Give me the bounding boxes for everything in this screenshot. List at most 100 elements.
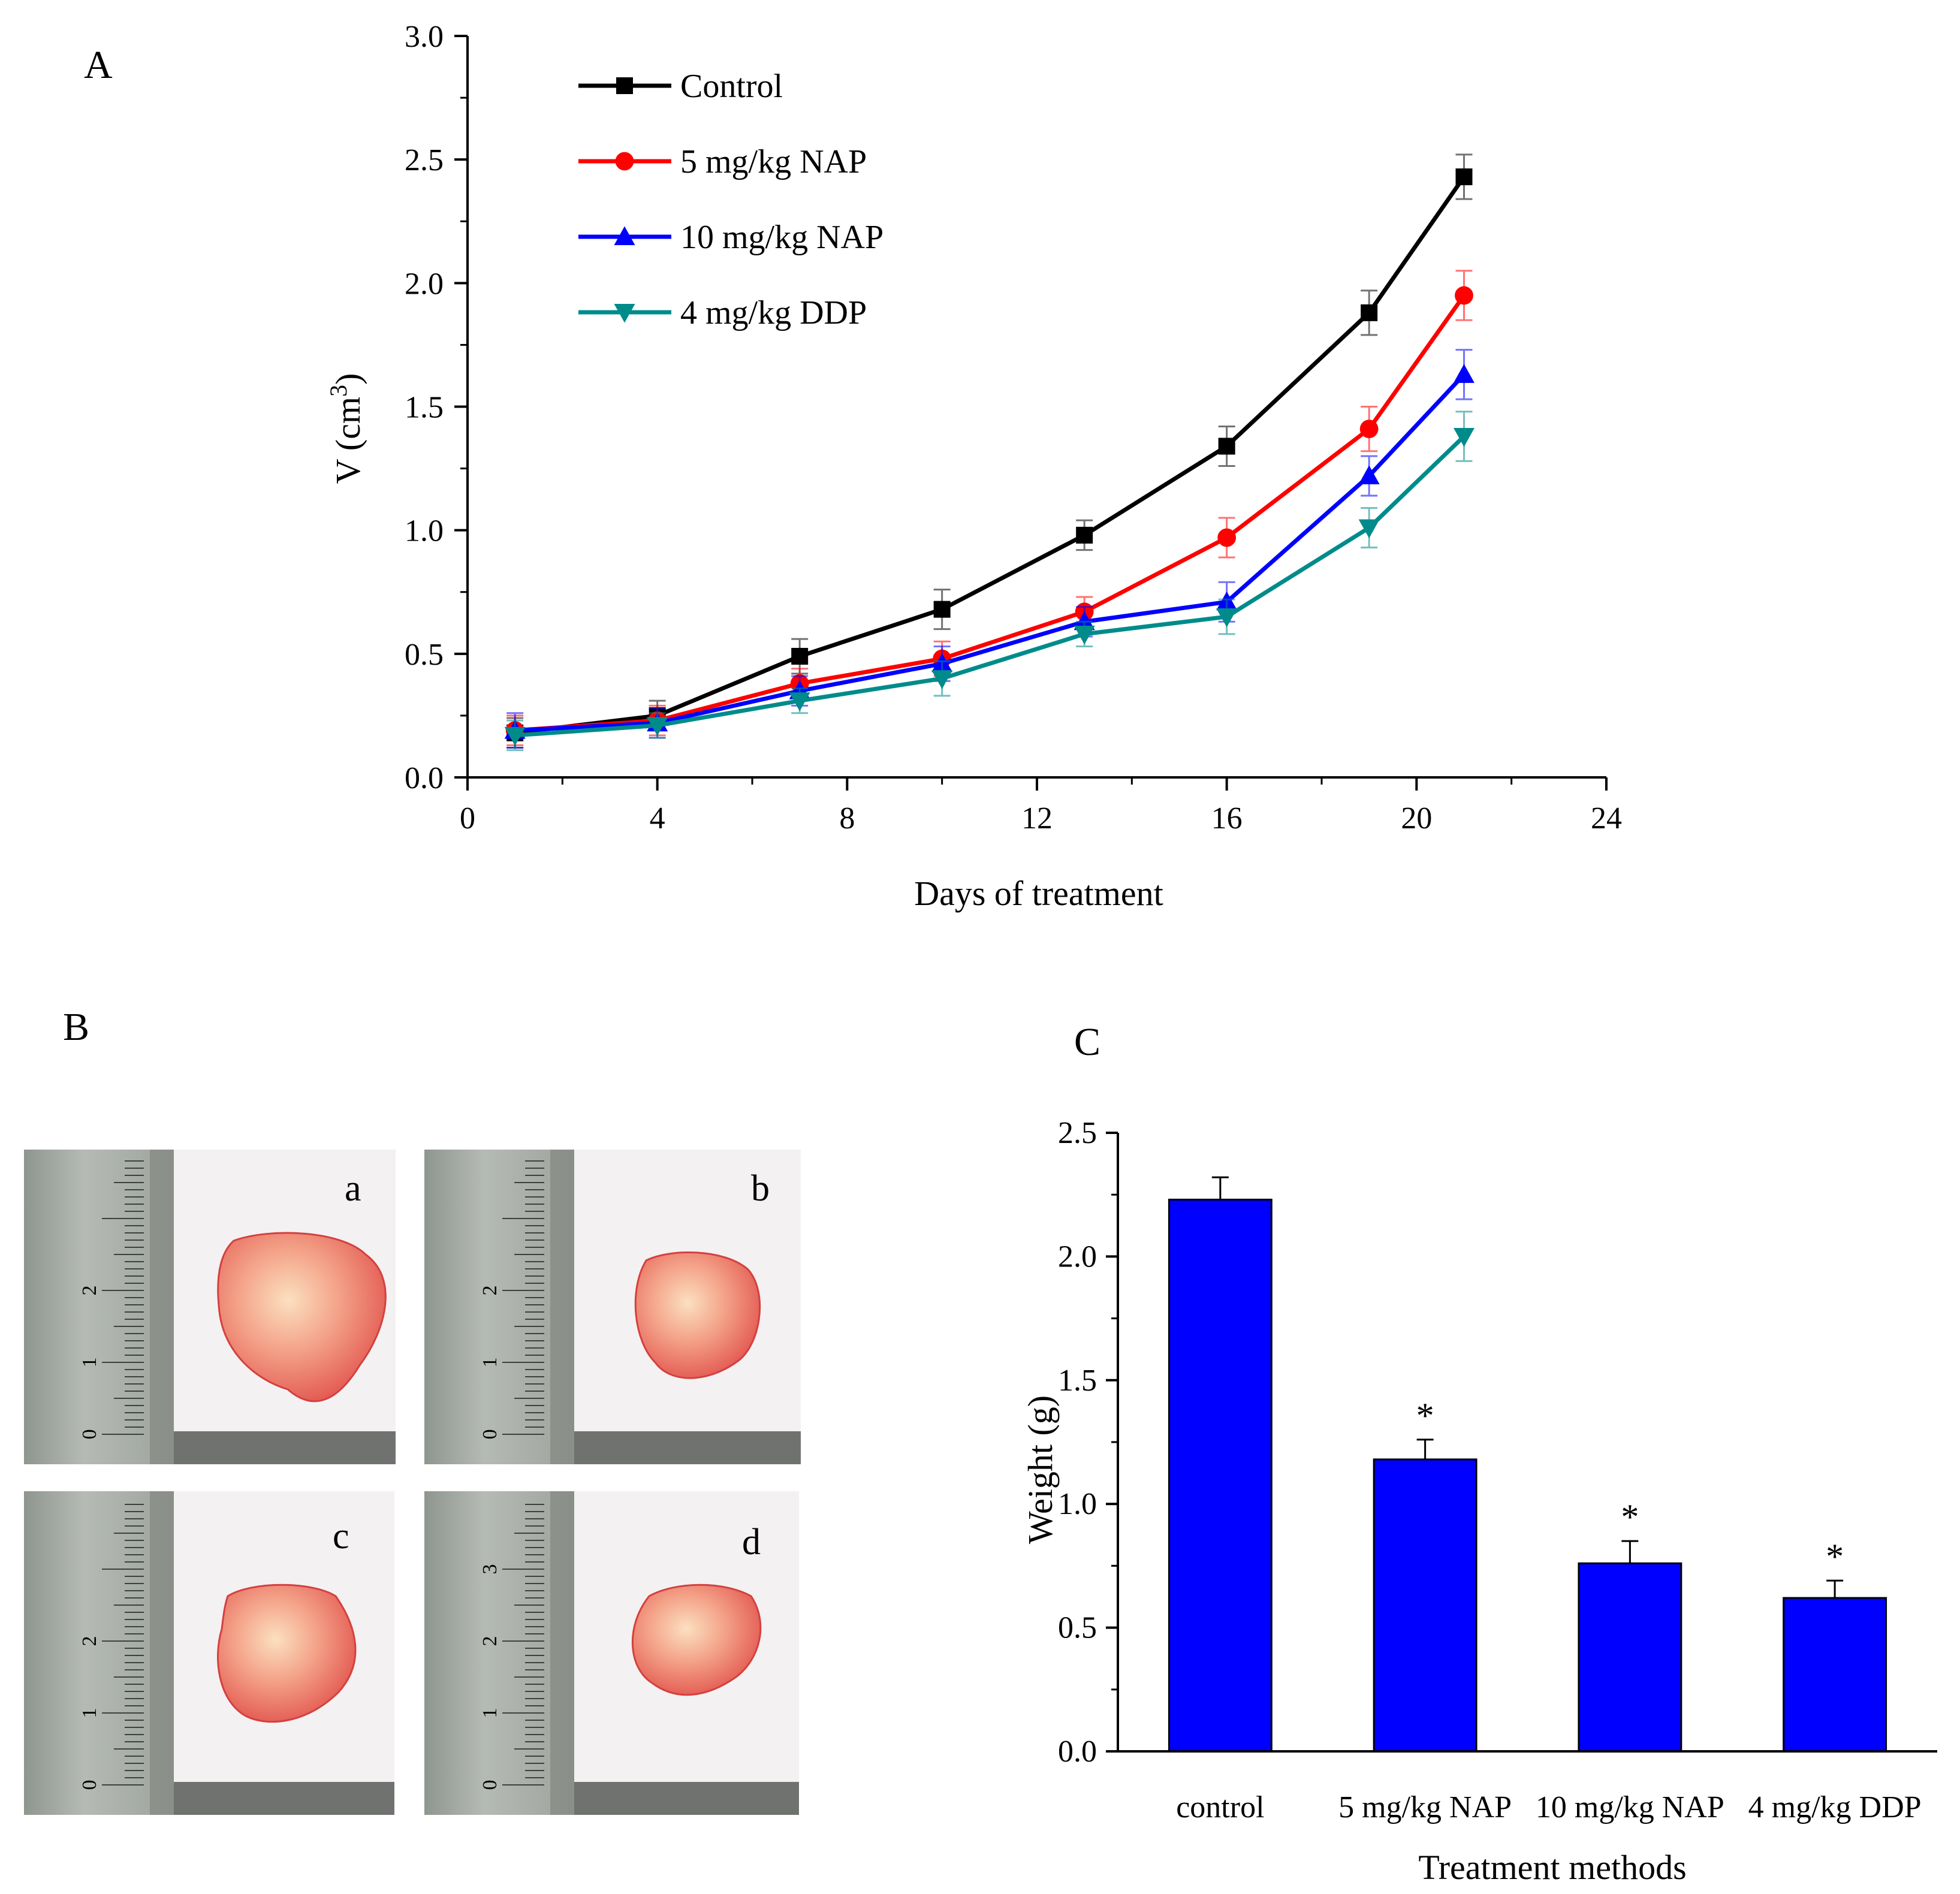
data-point bbox=[791, 647, 809, 665]
chart-a-x-tick-label: 16 bbox=[1211, 801, 1243, 836]
data-point bbox=[789, 692, 810, 711]
data-point bbox=[1361, 304, 1378, 321]
ruler-label: 2 bbox=[479, 1286, 501, 1296]
category-label: 4 mg/kg DDP bbox=[1748, 1790, 1922, 1824]
photo-bottom-shadow bbox=[574, 1782, 799, 1815]
ruler-body bbox=[424, 1491, 574, 1815]
series-5-mg-kg-nap bbox=[505, 270, 1473, 746]
chart-c-y-tick-label: 2.5 bbox=[1058, 1116, 1097, 1150]
tumor-mass bbox=[216, 1584, 357, 1723]
chart-a-x-tick-label: 0 bbox=[460, 801, 475, 836]
bar-rect bbox=[1168, 1198, 1273, 1753]
chart-c-ticks: 0.0 0.5 1.0 1.5 2.0 2.5 bbox=[1058, 1116, 1118, 1769]
legend-label: 5 mg/kg NAP bbox=[680, 143, 867, 180]
ruler-label: 2 bbox=[479, 1636, 501, 1646]
chart-a-y-tick-label: 0.0 bbox=[405, 761, 444, 795]
ruler-label: 2 bbox=[79, 1636, 101, 1646]
bar-rect bbox=[1578, 1562, 1682, 1753]
bar-rect bbox=[1373, 1458, 1477, 1753]
tumor-photos: 0 1 2 a 0 1 2 b 0 1 2 c 0 1 2 3 d bbox=[24, 1150, 801, 1815]
panel-a-label: A bbox=[84, 43, 113, 87]
data-point bbox=[1454, 427, 1474, 447]
legend-marker bbox=[614, 304, 635, 323]
chart-a-x-tick-label: 4 bbox=[650, 801, 665, 836]
data-point bbox=[1216, 608, 1238, 628]
ruler-label: 0 bbox=[79, 1429, 101, 1440]
data-point bbox=[931, 670, 953, 689]
data-point bbox=[1454, 364, 1474, 383]
photo-letter-d: d bbox=[742, 1522, 761, 1563]
ruler-label: 1 bbox=[79, 1708, 101, 1718]
series-control bbox=[506, 153, 1473, 749]
panel-c-label: C bbox=[1074, 1020, 1100, 1064]
ruler-label: 0 bbox=[479, 1780, 501, 1790]
category-label: control bbox=[1176, 1790, 1264, 1824]
ruler-label: 0 bbox=[479, 1429, 501, 1440]
ruler-label: 3 bbox=[479, 1564, 501, 1575]
ruler-edge bbox=[550, 1491, 574, 1815]
ruler-ticks bbox=[502, 1504, 544, 1786]
significance-star: * bbox=[1621, 1497, 1639, 1537]
data-point bbox=[1358, 465, 1380, 484]
tumor-photo-d: 0 1 2 3 d bbox=[424, 1491, 799, 1815]
data-point bbox=[647, 717, 668, 736]
ruler-ticks bbox=[102, 1160, 144, 1435]
ruler-label: 1 bbox=[479, 1708, 501, 1718]
ruler-edge bbox=[150, 1491, 174, 1815]
chart-c-y-axis-title: Weight (g) bbox=[1021, 1395, 1060, 1544]
photo-letter-c: c bbox=[333, 1516, 349, 1557]
panel-b-label: B bbox=[63, 1005, 89, 1049]
volume-line-chart: 0 4 8 12 16 20 24 0.0 0.5 1.0 1.5 2.0 2.5 3.0 Control… bbox=[325, 20, 1623, 913]
data-point bbox=[1076, 526, 1093, 544]
ruler-label: 0 bbox=[79, 1780, 101, 1790]
chart-a-ticks: 0 4 8 12 16 20 24 0.0 0.5 1.0 1.5 2.0 2.5 3.0 bbox=[405, 20, 1622, 836]
weight-bar-chart: control * 5 mg/kg NAP * 10 mg/kg NAP * 4 mg/kg… bbox=[1021, 1116, 1937, 1887]
ruler-body bbox=[424, 1150, 574, 1464]
chart-a-y-tick-label: 3.0 bbox=[405, 20, 444, 54]
chart-c-y-tick-label: 1.5 bbox=[1058, 1364, 1097, 1398]
chart-c-bars-layer: control * 5 mg/kg NAP * 10 mg/kg NAP * 4 mg/kg… bbox=[1168, 1176, 1922, 1824]
chart-a-series-layer bbox=[504, 153, 1474, 752]
data-point bbox=[1358, 519, 1380, 539]
chart-a-y-tick-label: 1.0 bbox=[405, 514, 444, 548]
legend-item: 10 mg/kg NAP bbox=[578, 219, 883, 256]
photo-bottom-shadow bbox=[574, 1431, 801, 1464]
tumor-photo-a: 0 1 2 a bbox=[24, 1150, 396, 1464]
series-line bbox=[514, 373, 1466, 733]
ruler-body bbox=[24, 1150, 174, 1464]
legend-marker bbox=[616, 77, 633, 94]
significance-star: * bbox=[1416, 1396, 1434, 1435]
chart-a-y-tick-label: 2.5 bbox=[405, 143, 444, 177]
ruler-ticks bbox=[102, 1504, 144, 1786]
legend-label: 4 mg/kg DDP bbox=[680, 294, 867, 331]
series-line bbox=[514, 435, 1466, 738]
series-line bbox=[514, 176, 1466, 735]
ruler-body bbox=[24, 1491, 174, 1815]
tumor-mass bbox=[632, 1584, 762, 1696]
legend-item: 5 mg/kg NAP bbox=[578, 143, 867, 180]
ruler-edge bbox=[150, 1150, 174, 1464]
category-label: 5 mg/kg NAP bbox=[1338, 1790, 1512, 1824]
legend-marker bbox=[615, 152, 634, 171]
chart-a-y-axis-title-end: ) bbox=[328, 373, 367, 385]
series-4-mg-kg-ddp bbox=[504, 411, 1474, 752]
chart-c-y-tick-label: 1.0 bbox=[1058, 1487, 1097, 1521]
bar-10-mg-kg-nap: * 10 mg/kg NAP bbox=[1536, 1497, 1724, 1824]
legend-marker bbox=[614, 226, 635, 245]
data-point bbox=[933, 601, 951, 618]
chart-c-y-tick-label: 0.5 bbox=[1058, 1611, 1097, 1645]
tumor-photo-b: 0 1 2 b bbox=[424, 1150, 801, 1464]
chart-a-x-tick-label: 12 bbox=[1021, 801, 1053, 836]
chart-a-y-axis-title-sup: 3 bbox=[325, 385, 352, 397]
legend-item: 4 mg/kg DDP bbox=[578, 294, 867, 331]
chart-a-x-tick-label: 8 bbox=[839, 801, 855, 836]
legend-item: Control bbox=[578, 68, 783, 105]
chart-a-y-tick-label: 2.0 bbox=[405, 267, 444, 301]
data-point bbox=[504, 726, 526, 746]
ruler-ticks bbox=[502, 1160, 544, 1435]
tumor-photo-c: 0 1 2 c bbox=[24, 1491, 394, 1815]
significance-star: * bbox=[1826, 1537, 1844, 1576]
photo-letter-a: a bbox=[345, 1168, 361, 1209]
bar-5-mg-kg-nap: * 5 mg/kg NAP bbox=[1338, 1396, 1512, 1824]
